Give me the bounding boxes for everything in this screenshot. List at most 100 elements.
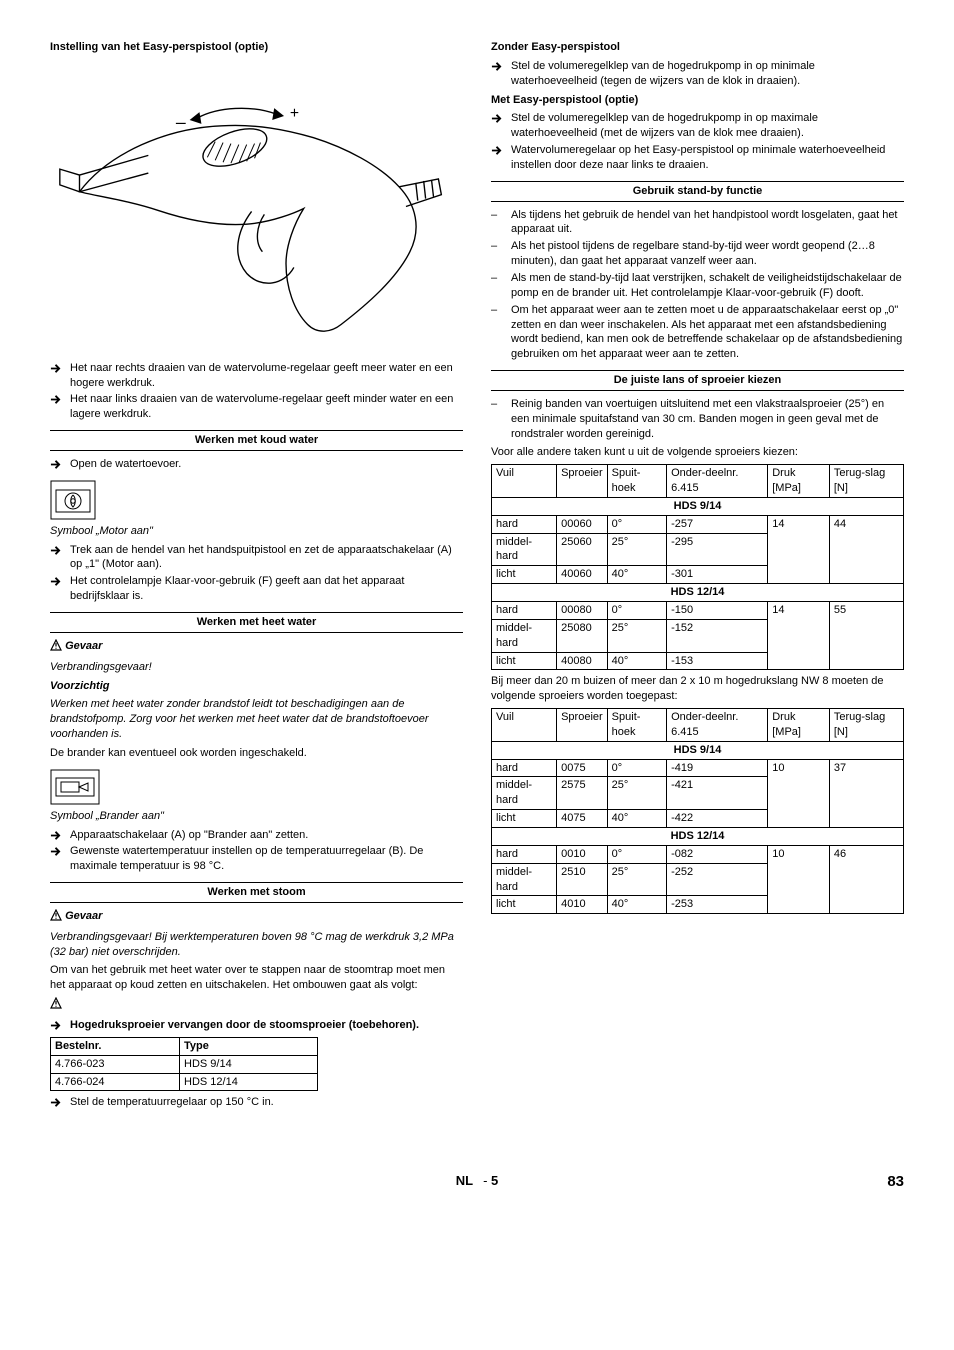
cell: HDS 9/14 [492, 741, 904, 759]
arrow-icon [50, 361, 64, 391]
cell: -152 [667, 619, 768, 652]
cell: 25060 [557, 533, 608, 566]
arrow-icon [50, 1095, 64, 1110]
text: Stel de temperatuurregelaar op 150 °C in… [70, 1095, 463, 1110]
cell: HDS 12/14 [492, 584, 904, 602]
text: Werken met heet water zonder brandstof l… [50, 697, 463, 742]
nozzle-table-1: Vuil Sproeier Spuit-hoek Onder-deelnr. 6… [491, 464, 904, 670]
text: Als het pistool tijdens de regelbare sta… [511, 239, 904, 269]
text: Watervolumeregelaar op het Easy-perspist… [511, 143, 904, 173]
cell: Spuit-hoek [607, 465, 666, 498]
order-table: Bestelnr.Type 4.766-023HDS 9/14 4.766-02… [50, 1037, 318, 1092]
text: Verbrandingsgevaar! [50, 660, 463, 675]
text: Verbrandingsgevaar! Bij werktemperaturen… [50, 930, 463, 960]
cell: 0010 [557, 845, 608, 863]
arrow-item: Hogedruksproeier vervangen door de stoom… [50, 1018, 463, 1033]
dash-icon: – [491, 271, 505, 301]
heading-easy: Instelling van het Easy-perspistool (opt… [50, 40, 463, 55]
text: Trek aan de hendel van het handspuitpist… [70, 543, 463, 573]
cell: -422 [667, 810, 768, 828]
cell: middel-hard [492, 533, 557, 566]
section-heet: Werken met heet water [50, 612, 463, 633]
cell: 25° [607, 777, 666, 810]
arrow-icon [491, 143, 505, 173]
text: Gevaar [65, 910, 102, 922]
cell: 4.766-024 [51, 1073, 180, 1091]
dash-item: –Als men de stand-by-tijd laat verstrijk… [491, 271, 904, 301]
arrow-item: Trek aan de hendel van het handspuitpist… [50, 543, 463, 573]
warning-icon [50, 639, 62, 656]
page-footer: NL - 5 83 [50, 1172, 904, 1190]
section-lans: De juiste lans of sproeier kiezen [491, 370, 904, 391]
cell: -253 [667, 896, 768, 914]
dash-icon: – [491, 303, 505, 362]
cell: 25° [607, 619, 666, 652]
cell: Druk [MPa] [768, 465, 830, 498]
cell: 40080 [557, 652, 608, 670]
cell: 14 [768, 602, 830, 670]
cell: HDS 12/14 [180, 1073, 318, 1091]
cell: 55 [829, 602, 903, 670]
dash: - [483, 1173, 487, 1188]
arrow-item: Stel de volumeregelklep van de hogedrukp… [491, 59, 904, 89]
cell: 0° [607, 759, 666, 777]
gevaar-line: Gevaar [50, 639, 463, 656]
cell: Type [180, 1037, 318, 1055]
svg-text:+: + [290, 105, 299, 122]
cell: -082 [667, 845, 768, 863]
cell: HDS 12/14 [492, 827, 904, 845]
cell: hard [492, 515, 557, 533]
cell: 40° [607, 810, 666, 828]
footer-absolute-page: 83 [887, 1172, 904, 1192]
cell: 4075 [557, 810, 608, 828]
cell: -257 [667, 515, 768, 533]
cell: 0° [607, 845, 666, 863]
cell: -150 [667, 602, 768, 620]
cell: -295 [667, 533, 768, 566]
cell: Vuil [492, 709, 557, 742]
dash-icon: – [491, 208, 505, 238]
text: Gewenste watertemperatuur instellen op d… [70, 844, 463, 874]
nozzle-table-2: Vuil Sproeier Spuit-hoek Onder-deelnr. 6… [491, 708, 904, 914]
section-standby: Gebruik stand-by functie [491, 181, 904, 202]
arrow-item: Het naar rechts draaien van de watervolu… [50, 361, 463, 391]
cell: -419 [667, 759, 768, 777]
cell: 37 [829, 759, 903, 827]
left-column: Instelling van het Easy-perspistool (opt… [50, 36, 463, 1112]
text: Het controlelampje Klaar-voor-gebruik (F… [70, 574, 463, 604]
footer-page: - 5 [483, 1172, 498, 1190]
arrow-item: Watervolumeregelaar op het Easy-perspist… [491, 143, 904, 173]
cell: 44 [829, 515, 903, 583]
cell: licht [492, 566, 557, 584]
burner-symbol [50, 769, 463, 805]
cell: -153 [667, 652, 768, 670]
arrow-item: Het naar links draaien van de watervolum… [50, 392, 463, 422]
dash-item: –Als het pistool tijdens de regelbare st… [491, 239, 904, 269]
cell: licht [492, 652, 557, 670]
arrow-item: Stel de temperatuurregelaar op 150 °C in… [50, 1095, 463, 1110]
cell: 10 [768, 845, 830, 913]
cell: Terug-slag [N] [829, 465, 903, 498]
cell: 0° [607, 602, 666, 620]
arrow-icon [491, 59, 505, 89]
cell: Vuil [492, 465, 557, 498]
cell: Onder-deelnr. 6.415 [667, 709, 768, 742]
arrow-item: Apparaatschakelaar (A) op "Brander aan" … [50, 828, 463, 843]
cell: licht [492, 810, 557, 828]
arrow-item: Open de watertoevoer. [50, 457, 463, 472]
text: Hogedruksproeier vervangen door de stoom… [70, 1018, 463, 1033]
cell: 4.766-023 [51, 1055, 180, 1073]
cell: 40° [607, 896, 666, 914]
text: Het naar rechts draaien van de watervolu… [70, 361, 463, 391]
cell: hard [492, 602, 557, 620]
cell: 10 [768, 759, 830, 827]
arrow-icon [50, 457, 64, 472]
warning-icon-line [50, 997, 463, 1014]
arrow-item: Stel de volumeregelklep van de hogedrukp… [491, 111, 904, 141]
text: Open de watertoevoer. [70, 457, 463, 472]
cell: Druk [MPa] [768, 709, 830, 742]
cell: 40060 [557, 566, 608, 584]
cell: 25080 [557, 619, 608, 652]
arrow-icon [50, 574, 64, 604]
motor-symbol [50, 480, 463, 520]
